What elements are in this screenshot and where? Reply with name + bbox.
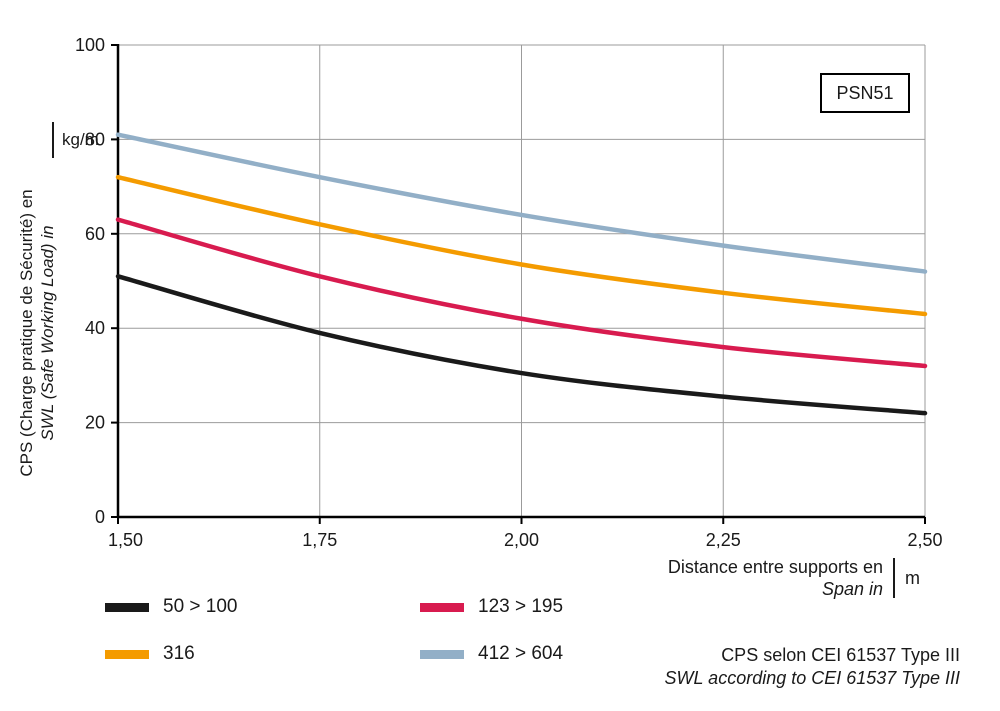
legend-item-123-195: 123 > 195 bbox=[420, 596, 563, 618]
tick-labels: 1,50 1,75 2,00 2,25 2,50 0 20 40 60 80 100 bbox=[75, 35, 943, 550]
series-lines bbox=[115, 132, 928, 416]
gridlines bbox=[118, 44, 926, 517]
x-axis-label-fr: Distance entre supports en bbox=[667, 557, 883, 577]
y-unit-divider bbox=[52, 122, 54, 158]
footnote-fr: CPS selon CEI 61537 Type III bbox=[721, 645, 960, 665]
svg-text:80: 80 bbox=[85, 129, 105, 149]
legend-item-50-100: 50 > 100 bbox=[105, 596, 238, 618]
legend-item-316: 316 bbox=[105, 643, 195, 665]
svg-text:2,50: 2,50 bbox=[907, 530, 942, 550]
axes bbox=[111, 44, 926, 524]
legend-item-412-604: 412 > 604 bbox=[420, 643, 563, 665]
svg-text:2,25: 2,25 bbox=[706, 530, 741, 550]
series-line-50-100 bbox=[115, 274, 928, 416]
chart-title: PSN51 bbox=[836, 82, 894, 103]
y-axis-unit: kg/m bbox=[62, 130, 99, 149]
x-axis-label-en: Span in bbox=[821, 579, 883, 599]
series-line-412-604 bbox=[115, 132, 928, 274]
legend-label: 50 > 100 bbox=[163, 596, 238, 617]
legend-swatch-orange bbox=[105, 649, 149, 659]
svg-text:1,50: 1,50 bbox=[108, 530, 143, 550]
footnote: CPS selon CEI 61537 Type III SWL accordi… bbox=[540, 644, 961, 690]
y-axis-label: CPS (Charge pratique de Sécurité) en SWL… bbox=[16, 138, 58, 528]
y-axis-label-en: SWL (Safe Working Load) in bbox=[38, 225, 57, 441]
series-line-123-195 bbox=[115, 217, 928, 369]
x-axis-unit: m bbox=[905, 567, 920, 588]
legend-label: 412 > 604 bbox=[478, 643, 564, 664]
y-axis-label-fr: CPS (Charge pratique de Sécurité) en bbox=[17, 189, 36, 477]
legend-label: 123 > 195 bbox=[478, 596, 564, 617]
series-line-316 bbox=[115, 174, 928, 317]
x-unit-divider bbox=[893, 558, 895, 598]
legend-swatch-blue bbox=[420, 649, 464, 659]
footnote-en: SWL according to CEI 61537 Type III bbox=[664, 668, 961, 688]
legend-label: 316 bbox=[163, 643, 195, 664]
legend-swatch-black bbox=[105, 602, 149, 612]
svg-text:20: 20 bbox=[85, 413, 105, 433]
x-axis-label: Distance entre supports en Span in m bbox=[560, 556, 920, 600]
legend-swatch-red bbox=[420, 602, 464, 612]
svg-text:0: 0 bbox=[95, 507, 105, 527]
svg-text:40: 40 bbox=[85, 318, 105, 338]
svg-text:100: 100 bbox=[75, 35, 105, 55]
svg-text:1,75: 1,75 bbox=[302, 530, 337, 550]
chart-title-badge: PSN51 bbox=[820, 73, 910, 113]
svg-text:60: 60 bbox=[85, 224, 105, 244]
svg-text:2,00: 2,00 bbox=[504, 530, 539, 550]
